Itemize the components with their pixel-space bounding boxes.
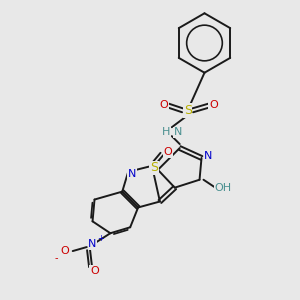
Text: S: S	[184, 104, 192, 117]
Text: O: O	[60, 246, 69, 256]
Text: N: N	[204, 151, 213, 161]
Text: S: S	[150, 161, 158, 174]
Text: +: +	[97, 234, 104, 243]
Text: O: O	[160, 100, 168, 110]
Text: N: N	[128, 169, 136, 179]
Text: -: -	[54, 253, 58, 263]
Text: O: O	[164, 147, 172, 157]
Text: H: H	[162, 127, 170, 137]
Text: N: N	[88, 239, 97, 249]
Text: O: O	[90, 266, 99, 276]
Text: O: O	[209, 100, 218, 110]
Text: N: N	[174, 127, 182, 137]
Text: OH: OH	[215, 183, 232, 193]
